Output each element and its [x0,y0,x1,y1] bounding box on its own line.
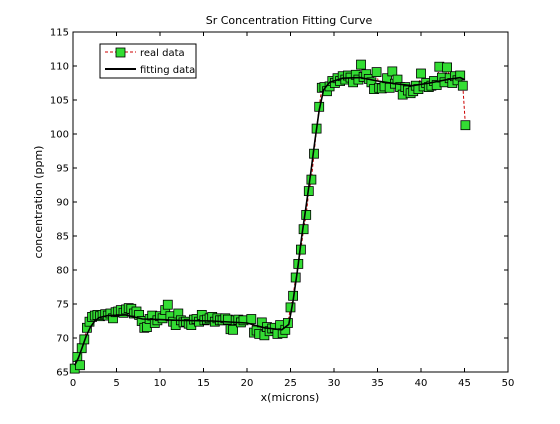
legend-label-fitting-data: fitting data [140,65,195,76]
x-tick-label: 45 [458,378,471,389]
x-tick-label: 40 [415,378,428,389]
legend-real-marker [116,48,125,57]
x-tick-label: 50 [502,378,515,389]
x-tick-label: 30 [328,378,341,389]
x-tick-label: 10 [154,378,167,389]
real-data-point [283,319,292,328]
y-tick-label: 70 [56,334,69,345]
real-data-point [388,67,397,76]
real-data-point [461,121,470,130]
real-data-point [458,81,467,90]
real-data-point [302,210,311,219]
real-data-point [247,315,256,324]
y-tick-label: 90 [56,198,69,209]
y-tick-label: 100 [50,130,69,141]
real-data-point [372,68,381,77]
legend: real data fitting data [100,44,196,78]
real-data-point [417,69,426,78]
x-tick-label: 35 [371,378,384,389]
y-tick-label: 65 [56,368,69,379]
y-tick-label: 80 [56,266,69,277]
y-tick-label: 95 [56,164,69,175]
y-axis-label: concentration (ppm) [32,146,45,259]
x-tick-label: 0 [70,378,76,389]
chart-title: Sr Concentration Fitting Curve [206,14,373,27]
real-data-point [443,63,452,72]
real-data-point [163,300,172,309]
y-tick-label: 75 [56,300,69,311]
y-tick-label: 115 [50,28,69,39]
x-tick-label: 20 [241,378,254,389]
y-tick-label: 105 [50,96,69,107]
y-tick-label: 85 [56,232,69,243]
real-data-point [307,175,316,184]
real-data-point [357,60,366,69]
x-tick-label: 25 [284,378,297,389]
x-tick-label: 15 [197,378,210,389]
legend-label-real-data: real data [140,48,185,59]
x-tick-label: 5 [113,378,119,389]
x-axis-label: x(microns) [261,391,320,404]
y-tick-label: 110 [50,62,69,73]
